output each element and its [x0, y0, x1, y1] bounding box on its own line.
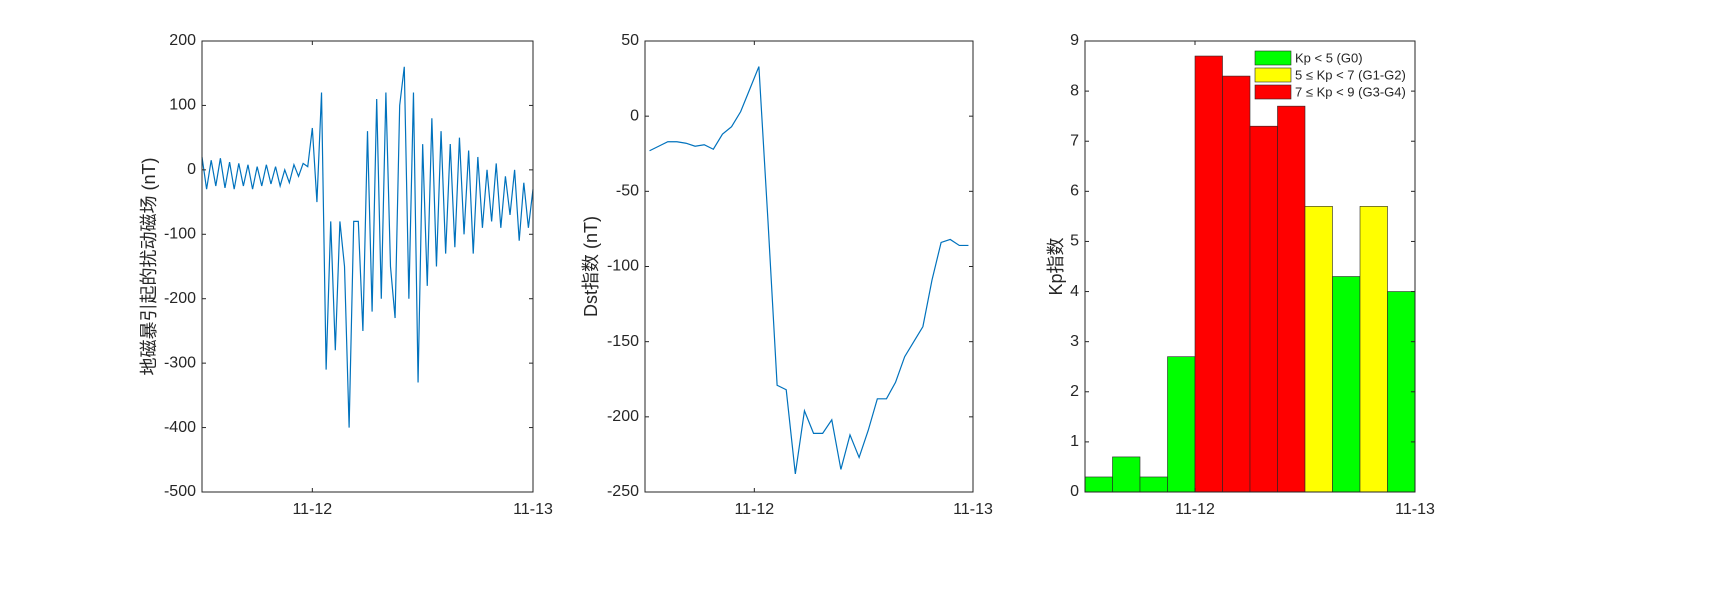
bar	[1167, 356, 1196, 493]
bar	[1222, 75, 1251, 493]
legend-label: 5 ≤ Kp < 7 (G1-G2)	[1295, 67, 1406, 82]
x-tick-label: 11-12	[292, 501, 332, 518]
y-tick-label: 0	[630, 107, 639, 124]
subplot: -500 -400 -300 -200 -100 0 100 200 11-12 11-13 地磁暴…	[139, 32, 553, 518]
y-tick-label: 100	[169, 97, 196, 114]
x-tick-label: 11-13	[513, 501, 553, 518]
y-tick-label: 4	[1070, 283, 1079, 300]
y-tick-label: 9	[1070, 32, 1079, 49]
y-tick-label: -150	[607, 333, 639, 350]
y-tick-label: 6	[1070, 183, 1079, 200]
y-tick-label: -250	[607, 483, 639, 500]
legend: Kp < 5 (G0) 5 ≤ Kp < 7 (G1-G2) 7 ≤ Kp < 9 …	[1252, 48, 1414, 103]
y-tick-label: 0	[1070, 483, 1079, 500]
y-tick-label: -100	[607, 258, 639, 275]
legend-swatch	[1254, 50, 1292, 66]
bar	[1359, 206, 1388, 493]
data-line	[649, 66, 969, 475]
axes-box	[201, 40, 534, 493]
y-tick-label: 1	[1070, 433, 1079, 450]
y-axis-label: Dst指数 (nT)	[581, 216, 601, 317]
y-tick-label: 7	[1070, 132, 1079, 149]
legend-label: 7 ≤ Kp < 9 (G3-G4)	[1295, 84, 1406, 99]
subplot: Kp < 5 (G0) 5 ≤ Kp < 7 (G1-G2) 7 ≤ Kp < 9 …	[1046, 32, 1435, 518]
y-tick-label: -300	[164, 354, 196, 371]
x-tick-label: 11-12	[1175, 501, 1215, 518]
bar	[1194, 55, 1223, 493]
legend-label: Kp < 5 (G0)	[1295, 50, 1363, 65]
axes-box	[1084, 40, 1416, 493]
y-tick-label: 8	[1070, 82, 1079, 99]
x-tick-label: 11-12	[734, 501, 774, 518]
legend-swatch	[1254, 84, 1292, 100]
bar	[1249, 125, 1278, 493]
bar	[1277, 105, 1306, 493]
y-axis-label: 地磁暴引起的扰动磁场 (nT)	[139, 158, 159, 376]
x-tick-label: 11-13	[953, 501, 993, 518]
data-line	[201, 66, 534, 428]
y-tick-label: -500	[164, 483, 196, 500]
y-tick-label: 50	[621, 32, 639, 49]
y-tick-label: 2	[1070, 383, 1079, 400]
y-axis-label: Kp指数	[1046, 237, 1066, 295]
bar	[1304, 206, 1333, 493]
y-tick-label: 5	[1070, 233, 1079, 250]
bar	[1139, 476, 1168, 493]
y-tick-label: -400	[164, 419, 196, 436]
x-tick-label: 11-13	[1395, 501, 1435, 518]
y-tick-label: -50	[616, 183, 639, 200]
subplot: -250 -200 -150 -100 -50 0 50 11-12 11-13 Dst指数 (n…	[581, 32, 993, 518]
bar	[1084, 476, 1113, 493]
y-tick-label: -200	[164, 290, 196, 307]
axes-box	[644, 40, 974, 493]
y-tick-label: 200	[169, 32, 196, 49]
y-tick-label: -200	[607, 408, 639, 425]
legend-swatch	[1254, 67, 1292, 83]
bar	[1332, 276, 1361, 493]
y-tick-label: -100	[164, 226, 196, 243]
bar	[1112, 456, 1141, 493]
y-tick-label: 3	[1070, 333, 1079, 350]
y-tick-label: 0	[187, 161, 196, 178]
bar	[1387, 291, 1416, 493]
